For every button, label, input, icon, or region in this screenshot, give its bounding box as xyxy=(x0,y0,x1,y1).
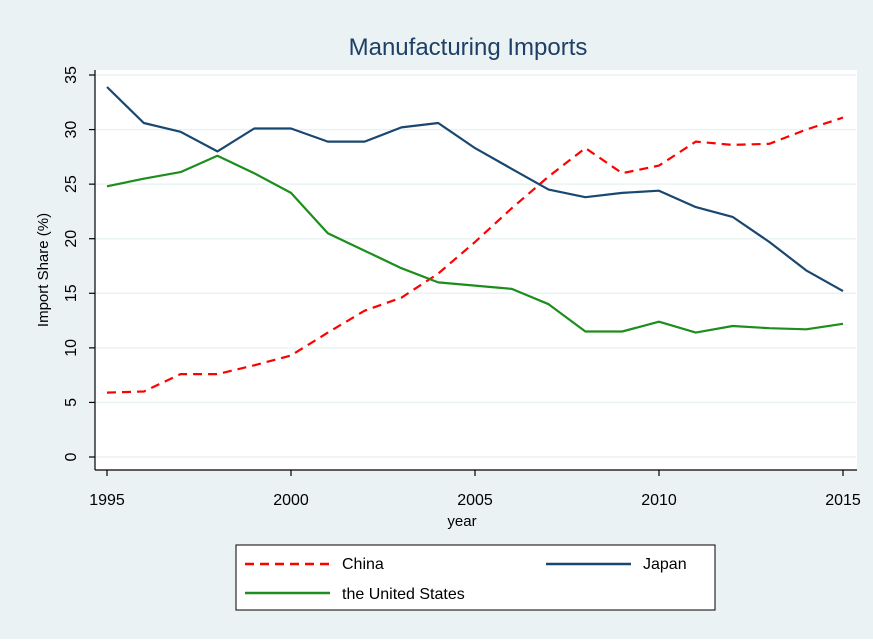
series-lines xyxy=(106,86,844,394)
y-axis-label: Import Share (%) xyxy=(35,213,52,327)
x-tick-label-1995: 1995 xyxy=(89,492,125,509)
legend: China Japan the United States xyxy=(235,544,716,611)
x-tick-label-2010: 2010 xyxy=(641,492,677,509)
legend-label-japan: Japan xyxy=(643,556,687,573)
legend-label-china: China xyxy=(342,556,384,573)
y-tick-label-0: 0 xyxy=(63,452,80,461)
x-tick-label-2015: 2015 xyxy=(825,492,861,509)
y-tick-label-30: 30 xyxy=(63,121,80,139)
y-tick-label-10: 10 xyxy=(63,339,80,357)
x-tick-label-2005: 2005 xyxy=(457,492,493,509)
y-tick-label-20: 20 xyxy=(63,230,80,248)
y-tick-label-5: 5 xyxy=(63,398,80,407)
y-tick-label-35: 35 xyxy=(63,66,80,84)
x-tick-label-2000: 2000 xyxy=(273,492,309,509)
y-tick-label-25: 25 xyxy=(63,175,80,193)
series-line-japan xyxy=(106,86,844,293)
axes: 0 5 10 15 20 25 30 35 1995 2000 2005 2010 2015 xyxy=(63,66,861,509)
y-tick-label-15: 15 xyxy=(63,284,80,302)
legend-label-united-states: the United States xyxy=(342,586,465,603)
series-line-the-united-states xyxy=(106,154,844,334)
plot-area xyxy=(95,70,857,470)
legend-box xyxy=(235,544,716,611)
grid-lines xyxy=(96,74,856,458)
x-axis-label: year xyxy=(447,513,476,530)
series-line-china xyxy=(106,116,844,394)
chart-title: Manufacturing Imports xyxy=(349,34,588,61)
